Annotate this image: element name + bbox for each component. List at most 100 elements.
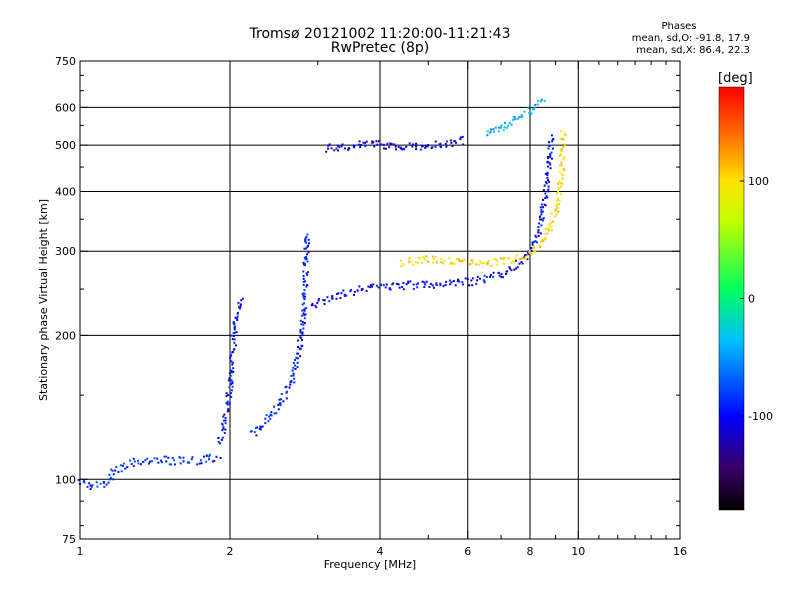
data-point <box>559 148 562 151</box>
data-point <box>291 369 294 372</box>
data-point <box>303 292 306 295</box>
data-point <box>95 481 98 484</box>
data-point <box>268 415 271 418</box>
data-point <box>301 321 304 323</box>
y-tick-label: 500 <box>55 139 76 152</box>
data-point <box>359 146 362 149</box>
data-point <box>476 279 479 282</box>
data-point <box>256 426 259 429</box>
data-point <box>253 431 256 434</box>
data-point <box>241 297 244 300</box>
data-point <box>299 355 302 358</box>
data-point <box>500 126 502 129</box>
data-point <box>190 458 193 461</box>
data-point <box>303 322 306 325</box>
data-point <box>461 281 464 284</box>
data-point <box>307 238 310 241</box>
data-point <box>510 261 513 264</box>
data-point <box>230 334 233 337</box>
data-point <box>540 218 543 221</box>
data-point <box>390 142 393 145</box>
data-point <box>498 274 501 277</box>
data-point <box>304 295 307 298</box>
data-point <box>343 295 346 297</box>
data-point <box>133 460 136 463</box>
data-point <box>353 146 355 149</box>
data-point <box>240 299 243 302</box>
phase-box-title: Phases <box>661 21 697 32</box>
data-point <box>292 361 295 364</box>
data-point <box>492 275 495 278</box>
data-point <box>561 148 563 151</box>
data-point <box>550 134 553 137</box>
data-point <box>222 426 225 429</box>
data-point <box>412 287 415 290</box>
grid-lines <box>80 61 680 539</box>
data-point <box>537 229 540 232</box>
data-point <box>167 456 170 459</box>
data-point <box>502 129 505 132</box>
data-point <box>405 145 408 148</box>
data-point <box>409 261 412 264</box>
data-point <box>450 263 453 265</box>
data-point <box>156 457 159 460</box>
data-point <box>144 459 147 462</box>
data-point <box>377 140 380 143</box>
data-point <box>547 179 549 182</box>
data-point <box>454 284 457 287</box>
data-point <box>503 126 506 129</box>
data-point <box>307 251 310 254</box>
data-point <box>236 312 239 315</box>
data-point <box>294 368 297 370</box>
data-point <box>382 283 385 286</box>
data-point <box>102 481 105 483</box>
data-point <box>477 263 480 266</box>
data-point <box>412 263 415 266</box>
data-point <box>375 284 378 287</box>
data-point <box>520 114 523 117</box>
data-point <box>494 126 497 129</box>
data-point <box>510 123 513 126</box>
data-point <box>461 259 464 262</box>
data-point <box>229 356 232 359</box>
data-point <box>470 279 473 282</box>
data-point <box>353 144 356 147</box>
data-point <box>546 232 549 235</box>
data-point <box>395 282 398 285</box>
data-point <box>293 381 296 384</box>
data-point <box>530 247 533 249</box>
data-point <box>228 372 231 375</box>
data-point <box>389 142 392 145</box>
data-point <box>541 219 544 222</box>
data-point <box>254 426 257 429</box>
data-point <box>230 371 233 374</box>
data-point <box>408 142 411 145</box>
data-point <box>388 287 391 290</box>
data-point <box>558 164 561 167</box>
data-point <box>539 218 542 221</box>
data-point <box>225 392 228 395</box>
data-point <box>526 258 529 261</box>
data-point <box>523 254 526 257</box>
data-point <box>531 241 534 244</box>
data-point <box>411 145 414 148</box>
y-tick-label: 100 <box>55 473 76 486</box>
data-point <box>99 482 102 485</box>
data-point <box>304 313 307 316</box>
data-point <box>555 213 558 216</box>
phase-stats-x: mean, sd,X: 86.4, 22.3 <box>636 45 750 56</box>
data-point <box>540 211 543 214</box>
data-point <box>537 234 540 237</box>
data-point <box>538 222 541 225</box>
data-point <box>230 392 233 394</box>
axis-labels: 1 2 4 6 8 10 16 75 100 200 300 400 500 600 750 Frequenc… <box>37 55 687 571</box>
data-point <box>356 289 359 292</box>
data-point <box>486 262 489 265</box>
data-point <box>432 286 435 289</box>
data-point <box>300 336 303 339</box>
data-point <box>353 290 356 293</box>
data-point <box>228 386 231 389</box>
data-point <box>91 484 94 486</box>
data-point <box>531 108 534 111</box>
data-point <box>549 156 552 159</box>
